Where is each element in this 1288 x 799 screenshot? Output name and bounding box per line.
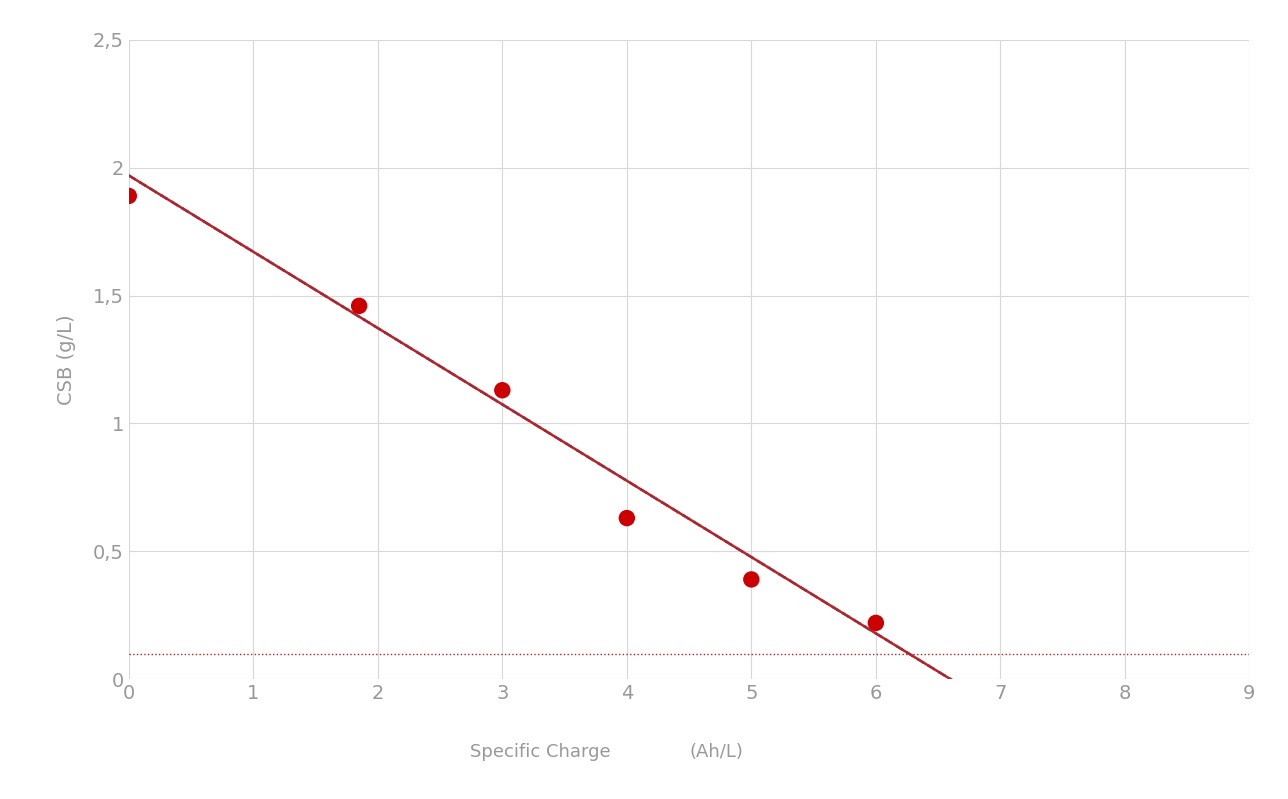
Text: (Ah/L): (Ah/L)	[689, 743, 743, 761]
Point	[617, 511, 638, 524]
Point	[349, 300, 370, 312]
Point	[492, 384, 513, 396]
Point	[118, 189, 139, 202]
Point	[741, 573, 761, 586]
Y-axis label: CSB (g/L): CSB (g/L)	[57, 314, 76, 405]
Point	[866, 617, 886, 630]
Text: Specific Charge: Specific Charge	[470, 743, 611, 761]
